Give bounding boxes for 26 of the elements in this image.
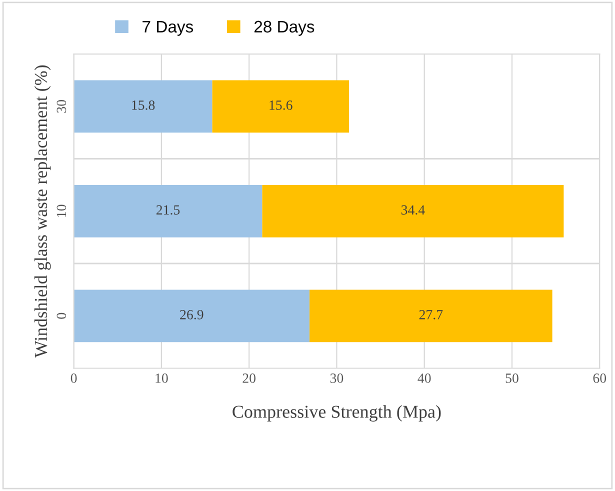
- bar: [212, 80, 349, 133]
- bar: [74, 184, 262, 238]
- bar: [310, 290, 552, 342]
- data-label: 26.9: [180, 310, 204, 320]
- data-label: 27.7: [419, 310, 443, 320]
- x-tick-label: 20: [242, 374, 256, 383]
- legend-label: 7 Days: [142, 20, 194, 36]
- x-axis-title: Compressive Strength (Mpa): [232, 405, 441, 422]
- x-tick-label: 50: [506, 374, 518, 383]
- data-label: 34.4: [401, 205, 425, 215]
- x-tick-label: 40: [418, 374, 431, 383]
- bar: [74, 80, 212, 133]
- y-tick-label: 30: [56, 100, 66, 113]
- x-tick-label: 0: [70, 374, 77, 383]
- x-tick-label: 10: [156, 374, 168, 383]
- data-label: 15.6: [270, 100, 292, 110]
- data-label: 15.8: [132, 100, 155, 110]
- bar: [74, 290, 310, 342]
- y-axis-title: Windshield glass waste replacement (%): [34, 65, 51, 358]
- x-tick-label: 30: [330, 374, 344, 383]
- y-tick-label: 10: [56, 204, 66, 217]
- legend-label: 28 Days: [254, 20, 314, 36]
- x-tick-label: 60: [593, 374, 606, 383]
- y-tick-label: 0: [56, 312, 66, 319]
- bar: [262, 184, 564, 238]
- data-label: 21.5: [156, 205, 180, 215]
